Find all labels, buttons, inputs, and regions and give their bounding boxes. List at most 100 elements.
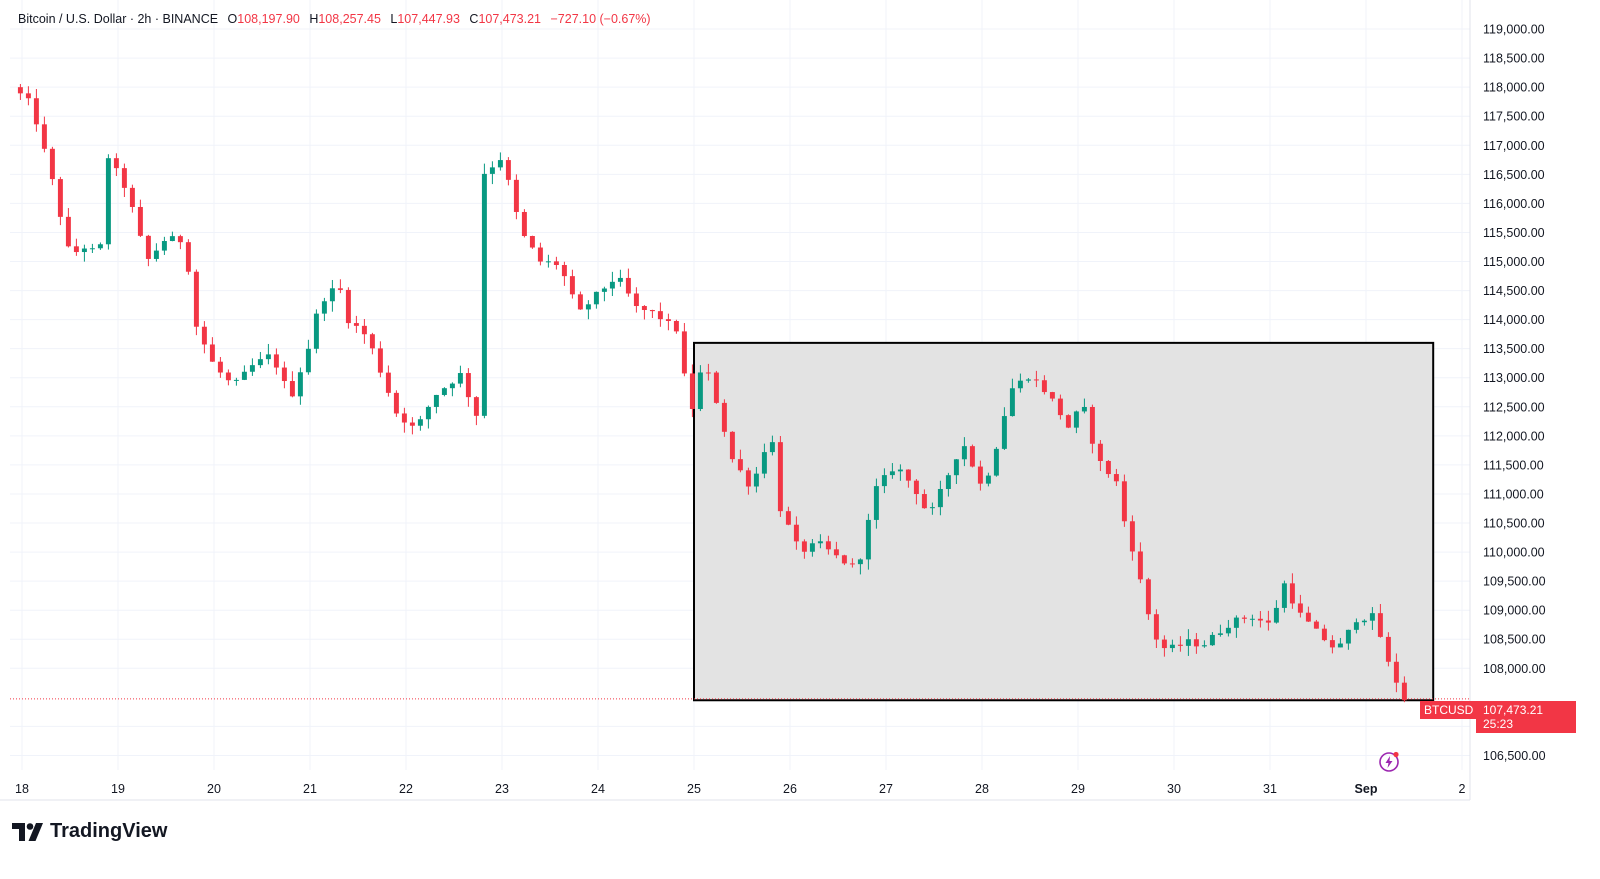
- time-tick-label: 24: [591, 782, 605, 796]
- symbol-title[interactable]: Bitcoin / U.S. Dollar · 2h · BINANCE: [18, 12, 219, 26]
- candle-body: [353, 323, 359, 326]
- candle-body: [185, 242, 191, 272]
- candle-body: [1177, 644, 1183, 646]
- candle-body: [1249, 618, 1255, 620]
- price-tick-label: 113,500.00: [1483, 342, 1545, 356]
- price-tag-box: 107,473.21 25:23: [1476, 701, 1576, 733]
- candle-body: [17, 87, 23, 94]
- candle-body: [153, 250, 159, 259]
- time-tick-label: 22: [399, 782, 413, 796]
- candle-body: [441, 388, 447, 395]
- candle-body: [417, 419, 423, 426]
- price-axis[interactable]: 119,000.00 118,500.00 118,000.00 117,500.00…: [1483, 23, 1546, 763]
- candle-body: [1297, 603, 1303, 613]
- candle-body: [953, 459, 959, 476]
- candle-body: [1097, 443, 1103, 461]
- candle-body: [265, 354, 271, 360]
- candle-body: [257, 359, 263, 366]
- candle-body: [809, 543, 815, 552]
- candle-body: [361, 325, 367, 335]
- candle-body: [969, 446, 975, 467]
- candle-body: [1345, 629, 1351, 644]
- candle-body: [937, 488, 943, 508]
- candle-body: [281, 367, 287, 382]
- candle-body: [225, 372, 231, 381]
- candle-body: [1153, 614, 1159, 640]
- lightning-icon[interactable]: [1378, 751, 1400, 773]
- time-tick-label: 2: [1459, 782, 1466, 796]
- candle-body: [1305, 612, 1311, 622]
- price-tick-label: 108,500.00: [1483, 633, 1546, 647]
- candle-body: [1065, 415, 1071, 428]
- candle-body: [201, 326, 207, 345]
- candle-body: [513, 179, 519, 212]
- price-tick-label: 117,500.00: [1483, 110, 1545, 124]
- candle-body: [1033, 379, 1039, 381]
- candle-body: [1185, 639, 1191, 646]
- price-tag-countdown: 25:23: [1483, 717, 1514, 731]
- price-tick-label: 111,000.00: [1483, 487, 1544, 501]
- candle-body: [369, 334, 375, 349]
- candle-body: [1137, 551, 1143, 580]
- candle-body: [1265, 620, 1271, 623]
- candle-body: [537, 247, 543, 262]
- candle-body: [897, 469, 903, 472]
- candle-body: [769, 442, 775, 453]
- candle-body: [137, 206, 143, 236]
- candle-body: [977, 466, 983, 484]
- candle-body: [41, 124, 47, 149]
- candle-body: [1273, 607, 1279, 623]
- chart-legend: Bitcoin / U.S. Dollar · 2h · BINANCE O10…: [18, 12, 657, 26]
- time-tick-label: 25: [687, 782, 701, 796]
- candle-body: [625, 277, 631, 294]
- candle-body: [985, 475, 991, 484]
- candle-body: [1009, 388, 1015, 417]
- tradingview-logo[interactable]: TradingView: [12, 820, 167, 843]
- candle-body: [337, 288, 343, 290]
- candle-body: [481, 173, 487, 416]
- candle-body: [921, 494, 927, 509]
- price-tick-label: 119,000.00: [1483, 23, 1545, 37]
- close-label: C: [469, 12, 479, 26]
- time-tick-label: 18: [15, 782, 29, 796]
- candle-body: [1001, 416, 1007, 449]
- time-tick-label: 31: [1263, 782, 1277, 796]
- candle-body: [145, 235, 151, 259]
- candle-body: [1369, 613, 1375, 621]
- candle-body: [313, 313, 319, 349]
- candle-body: [345, 289, 351, 324]
- candle-body: [665, 319, 671, 321]
- candle-body: [33, 98, 39, 125]
- candle-body: [761, 452, 767, 474]
- candle-body: [161, 241, 167, 251]
- candle-body: [561, 265, 567, 277]
- candle-body: [241, 371, 247, 380]
- candle-body: [89, 248, 95, 250]
- candle-body: [433, 394, 439, 407]
- candle-body: [465, 373, 471, 398]
- candle-body: [81, 248, 87, 253]
- price-tick-label: 113,000.00: [1483, 371, 1545, 385]
- time-axis[interactable]: 18 19 20 21 22 23 24 25 26 27 28 29 30 31 Sep 2: [15, 782, 1465, 796]
- candle-body: [849, 563, 855, 565]
- candle-body: [961, 446, 967, 460]
- candle-body: [1233, 617, 1239, 628]
- tradingview-logo-icon: [12, 822, 43, 841]
- candle-body: [1017, 380, 1023, 389]
- candle-body: [873, 486, 879, 520]
- open-label: O: [227, 12, 238, 26]
- candle-body: [1289, 583, 1295, 604]
- change-value: −727.10 (−0.67%): [550, 12, 651, 26]
- candle-body: [681, 331, 687, 374]
- time-tick-label: 26: [783, 782, 797, 796]
- candle-body: [1337, 643, 1343, 648]
- price-tick-label: 112,500.00: [1483, 400, 1545, 414]
- tradingview-logo-text: TradingView: [50, 820, 168, 842]
- candle-body: [777, 442, 783, 512]
- candle-body: [1321, 628, 1327, 641]
- candle-body: [1225, 627, 1231, 634]
- candle-body: [745, 470, 751, 487]
- candle-body: [217, 361, 223, 373]
